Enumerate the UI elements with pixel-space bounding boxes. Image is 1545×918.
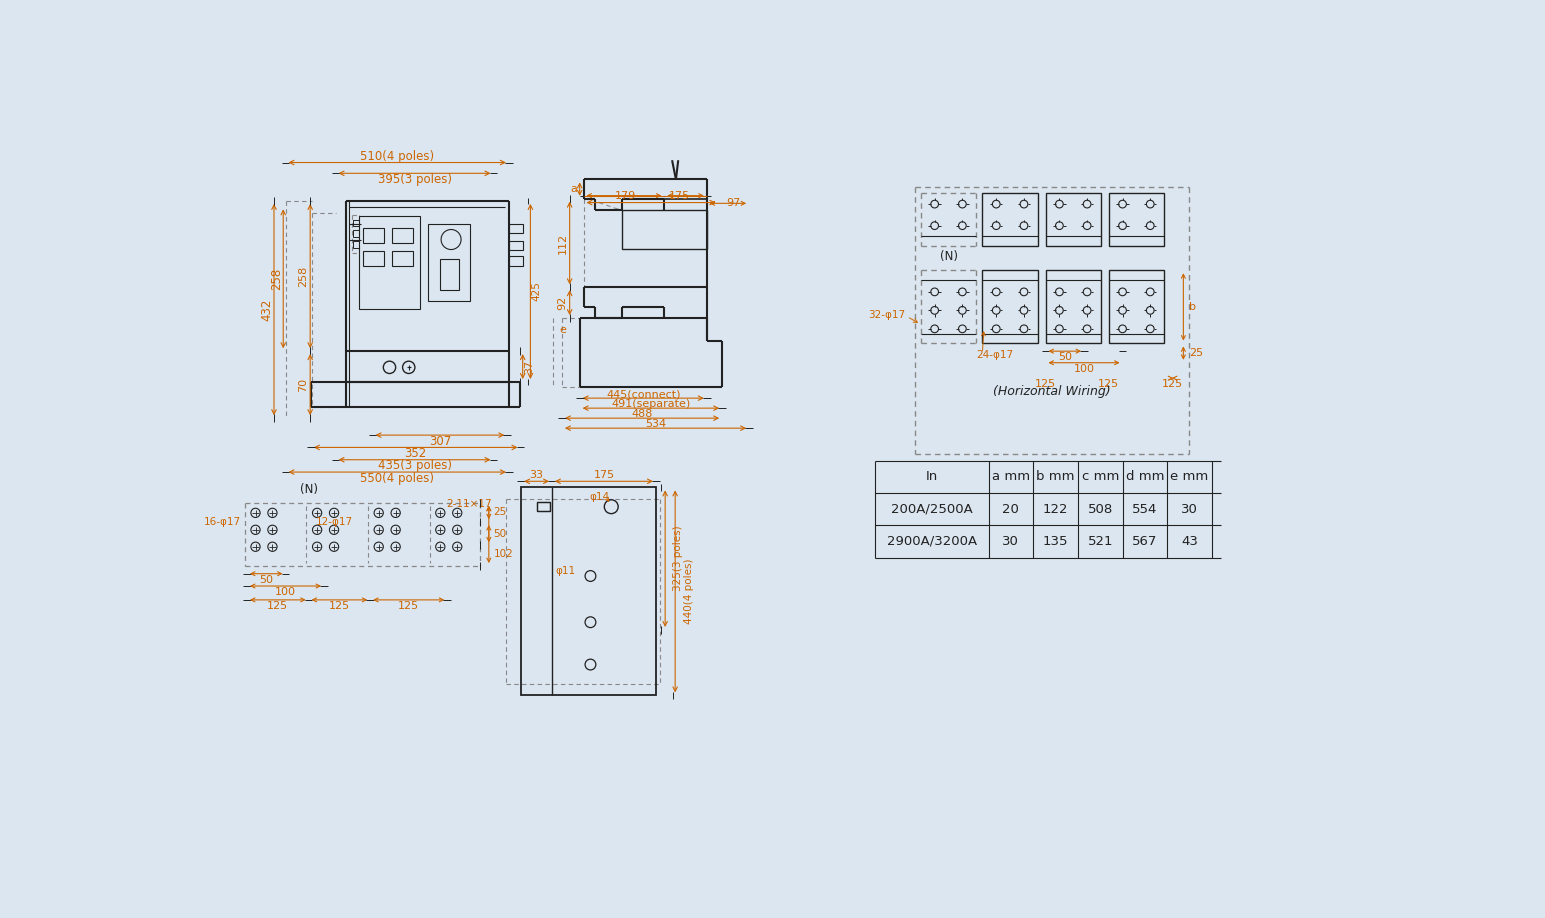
Text: e: e bbox=[559, 325, 565, 334]
Text: 534: 534 bbox=[644, 420, 666, 430]
Bar bbox=[392, 251, 414, 266]
Bar bbox=[623, 210, 706, 249]
Text: 125: 125 bbox=[399, 601, 419, 611]
Bar bbox=[983, 194, 1038, 246]
Text: 50: 50 bbox=[493, 529, 507, 539]
Text: 352: 352 bbox=[405, 447, 426, 460]
Text: φ14: φ14 bbox=[590, 492, 610, 502]
Text: 20: 20 bbox=[1003, 502, 1020, 516]
Text: 92: 92 bbox=[558, 296, 567, 309]
Bar bbox=[392, 228, 414, 243]
Text: 325(3 poles): 325(3 poles) bbox=[674, 526, 683, 591]
Bar bbox=[358, 217, 420, 308]
Text: 2-11×17: 2-11×17 bbox=[447, 499, 491, 509]
Text: 125: 125 bbox=[1162, 379, 1183, 389]
Text: 97: 97 bbox=[726, 198, 740, 208]
Text: 122: 122 bbox=[1043, 502, 1068, 516]
Text: 435(3 poles): 435(3 poles) bbox=[377, 459, 451, 473]
Text: 16-φ17: 16-φ17 bbox=[204, 517, 241, 527]
Text: 258: 258 bbox=[298, 265, 309, 286]
Bar bbox=[1046, 270, 1102, 343]
Text: 258: 258 bbox=[270, 268, 283, 290]
Text: 554: 554 bbox=[1132, 502, 1157, 516]
Bar bbox=[1109, 270, 1163, 343]
Text: a: a bbox=[570, 184, 578, 194]
Text: (N): (N) bbox=[939, 250, 958, 263]
Text: a mm: a mm bbox=[992, 470, 1031, 483]
Text: In: In bbox=[925, 470, 938, 483]
Text: 25: 25 bbox=[493, 507, 507, 517]
Text: 43: 43 bbox=[1180, 535, 1197, 548]
Text: 125: 125 bbox=[1098, 379, 1119, 389]
Text: 395(3 poles): 395(3 poles) bbox=[377, 173, 451, 186]
Text: 33: 33 bbox=[530, 470, 544, 480]
Text: 432: 432 bbox=[261, 298, 273, 320]
Text: 307: 307 bbox=[430, 435, 451, 448]
Text: 445(connect): 445(connect) bbox=[606, 389, 680, 399]
Text: e mm: e mm bbox=[1171, 470, 1208, 483]
Bar bbox=[346, 352, 508, 382]
Text: b: b bbox=[1188, 301, 1196, 311]
Bar bbox=[1046, 194, 1102, 246]
Text: 175: 175 bbox=[669, 191, 691, 201]
Text: 521: 521 bbox=[1088, 535, 1112, 548]
Text: 567: 567 bbox=[1132, 535, 1157, 548]
Text: 37: 37 bbox=[524, 360, 535, 374]
Text: 440(4 poles): 440(4 poles) bbox=[684, 559, 694, 624]
Text: 179: 179 bbox=[615, 191, 637, 201]
Text: (N): (N) bbox=[300, 483, 318, 496]
Text: 24-φ17: 24-φ17 bbox=[976, 350, 1014, 360]
Bar bbox=[536, 502, 550, 511]
Text: 491(separate): 491(separate) bbox=[612, 399, 691, 409]
Text: 30: 30 bbox=[1180, 502, 1197, 516]
Text: 100: 100 bbox=[275, 588, 297, 598]
Bar bbox=[508, 224, 522, 233]
Text: 510(4 poles): 510(4 poles) bbox=[360, 150, 434, 162]
Text: 25: 25 bbox=[1188, 349, 1204, 359]
Text: b mm: b mm bbox=[1037, 470, 1075, 483]
Text: (Horizontal Wiring): (Horizontal Wiring) bbox=[993, 386, 1111, 398]
Text: φ11: φ11 bbox=[555, 565, 575, 576]
Text: 50: 50 bbox=[1058, 353, 1072, 363]
Text: d mm: d mm bbox=[1126, 470, 1163, 483]
Bar bbox=[1109, 194, 1163, 246]
Bar bbox=[508, 241, 522, 251]
Bar bbox=[439, 259, 459, 289]
Text: 32-φ17: 32-φ17 bbox=[868, 310, 905, 320]
Text: 125: 125 bbox=[267, 601, 289, 611]
Bar bbox=[536, 502, 550, 511]
Text: 135: 135 bbox=[1043, 535, 1068, 548]
Text: 550(4 poles): 550(4 poles) bbox=[360, 472, 434, 485]
Bar bbox=[352, 230, 358, 237]
Text: 102: 102 bbox=[493, 550, 513, 559]
Text: 2900A/3200A: 2900A/3200A bbox=[887, 535, 976, 548]
Bar bbox=[508, 256, 522, 265]
Text: 508: 508 bbox=[1088, 502, 1112, 516]
Text: 125: 125 bbox=[329, 601, 351, 611]
Text: 12-φ17: 12-φ17 bbox=[315, 517, 352, 527]
Bar bbox=[521, 487, 657, 695]
Text: 30: 30 bbox=[1003, 535, 1020, 548]
Text: 100: 100 bbox=[1074, 364, 1094, 374]
Text: 125: 125 bbox=[1035, 379, 1057, 389]
Bar bbox=[983, 270, 1038, 343]
Text: 70: 70 bbox=[298, 377, 309, 392]
Text: c mm: c mm bbox=[1082, 470, 1119, 483]
Text: 425: 425 bbox=[531, 282, 542, 301]
Bar bbox=[363, 251, 385, 266]
Bar bbox=[428, 224, 470, 301]
Text: 50: 50 bbox=[260, 575, 273, 585]
Bar bbox=[352, 241, 358, 248]
Bar bbox=[352, 219, 358, 227]
Text: 488: 488 bbox=[632, 409, 652, 420]
Bar bbox=[363, 228, 385, 243]
Text: 112: 112 bbox=[558, 232, 567, 253]
Text: 175: 175 bbox=[593, 470, 615, 480]
Text: 200A/2500A: 200A/2500A bbox=[891, 502, 972, 516]
